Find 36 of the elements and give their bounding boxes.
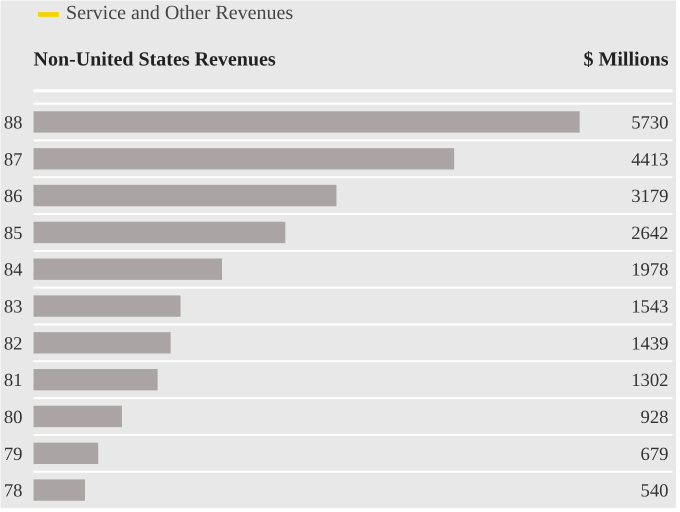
data-label: 1302 <box>631 370 668 392</box>
bar <box>34 368 158 390</box>
bar <box>34 111 580 133</box>
data-label: 1978 <box>631 260 668 281</box>
data-label: 4413 <box>631 149 668 170</box>
y-tick-label: 86 <box>4 186 22 208</box>
y-tick-label: 80 <box>4 406 22 428</box>
data-label: 1439 <box>631 333 668 354</box>
bar <box>34 406 122 428</box>
bar <box>34 222 286 244</box>
bar <box>34 295 181 317</box>
bar <box>34 148 454 170</box>
chart-title: Non-United States Revenues <box>34 48 276 70</box>
y-tick-label: 84 <box>4 260 24 281</box>
bar <box>34 332 171 354</box>
y-tick-label: 83 <box>4 296 22 318</box>
data-label: 2642 <box>631 222 668 244</box>
bar <box>34 479 85 501</box>
x-axis-title: $ Millions <box>583 48 669 70</box>
bar <box>34 442 98 464</box>
y-tick-label: 82 <box>4 333 22 354</box>
bar <box>34 258 222 280</box>
bar <box>34 184 337 206</box>
y-tick-label: 79 <box>4 444 22 465</box>
data-label: 5730 <box>631 112 668 134</box>
y-tick-label: 81 <box>4 370 22 392</box>
data-label: 679 <box>640 444 668 465</box>
data-label: 3179 <box>631 186 668 208</box>
data-label: 928 <box>640 406 668 428</box>
y-tick-label: 85 <box>4 222 22 244</box>
legend-label: Service and Other Revenues <box>66 2 294 25</box>
y-tick-label: 78 <box>4 480 22 502</box>
data-label: 540 <box>640 480 668 502</box>
data-label: 1543 <box>631 296 668 318</box>
y-tick-label: 87 <box>4 149 22 170</box>
y-tick-label: 88 <box>4 112 22 134</box>
